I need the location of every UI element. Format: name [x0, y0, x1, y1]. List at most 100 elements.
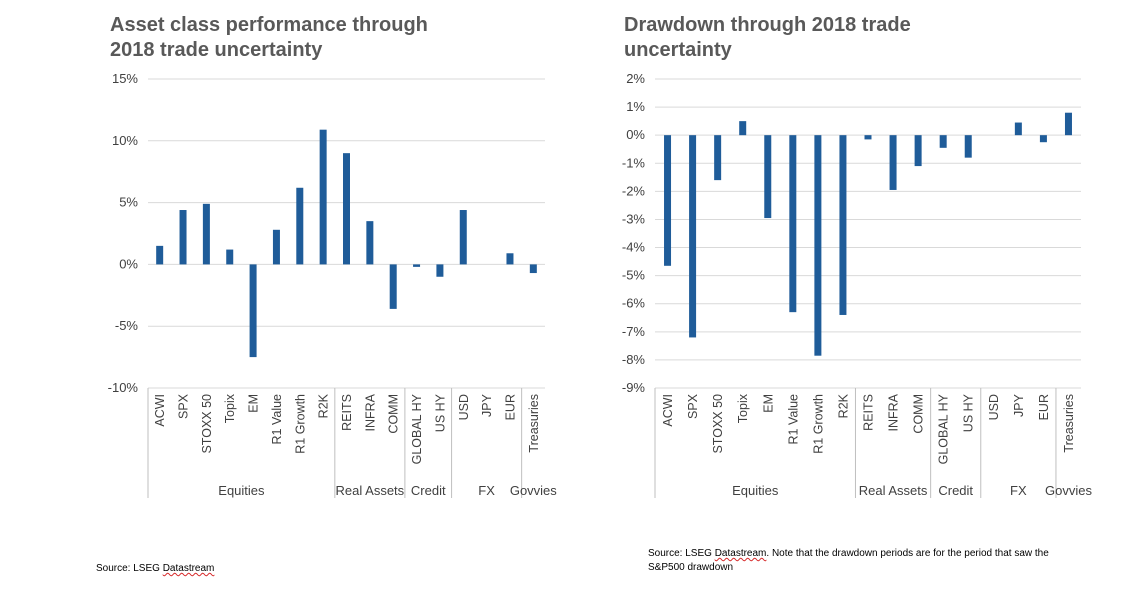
bar-reits — [864, 135, 872, 140]
bar-infra — [889, 135, 897, 190]
y-tick-label: 1% — [626, 99, 645, 114]
x-tick-label: INFRA — [363, 393, 377, 431]
y-tick-label: -10% — [108, 380, 139, 395]
group-label: Equities — [218, 483, 265, 498]
x-tick-label: EUR — [503, 394, 517, 420]
bar-spx — [179, 210, 187, 265]
bar-eur — [506, 253, 514, 265]
y-tick-label: 10% — [112, 133, 138, 148]
x-tick-label: R2K — [317, 393, 331, 418]
group-label: FX — [1010, 483, 1027, 498]
y-tick-label: -4% — [622, 240, 646, 255]
source-note-text: . Note that the drawdown periods are for… — [648, 548, 1049, 573]
x-tick-label: ACWI — [661, 394, 675, 427]
x-tick-label: JPY — [480, 393, 494, 417]
chart-title-right: Drawdown through 2018 trade uncertainty — [624, 14, 911, 61]
bar-acwi — [664, 135, 672, 266]
group-label: Govvies — [510, 483, 557, 498]
bar-stoxx-50 — [202, 203, 210, 265]
bar-comm — [389, 264, 397, 309]
x-tick-label: COMM — [387, 394, 401, 434]
x-tick-label: EM — [247, 394, 261, 413]
y-tick-label: 0% — [626, 127, 645, 142]
bar-treasuries — [1064, 112, 1072, 136]
x-tick-label: STOXX 50 — [200, 394, 214, 454]
bar-stoxx-50 — [714, 135, 722, 181]
bar-us-hy — [436, 264, 444, 277]
x-tick-label: GLOBAL HY — [410, 393, 424, 464]
bar-r1-value — [789, 135, 797, 313]
chart-title-left: Asset class performance through 2018 tra… — [110, 14, 428, 61]
y-tick-label: -1% — [622, 155, 646, 170]
x-tick-label: Topix — [223, 393, 237, 423]
x-tick-label: US HY — [962, 393, 976, 432]
bar-topix — [739, 121, 747, 136]
x-tick-label: REITS — [340, 394, 354, 431]
x-tick-label: ACWI — [153, 394, 167, 427]
x-tick-label: R1 Growth — [811, 394, 825, 454]
bar-r1-value — [272, 229, 280, 265]
x-tick-label: R1 Value — [270, 394, 284, 445]
source-datastream: Datastream — [162, 563, 215, 574]
source-note-right: Source: LSEG Datastream. Note that the d… — [648, 547, 1068, 575]
bar-global-hy — [939, 135, 947, 148]
x-tick-label: GLOBAL HY — [937, 393, 951, 464]
y-tick-label: -5% — [622, 268, 646, 283]
x-tick-label: REITS — [862, 394, 876, 431]
x-tick-label: STOXX 50 — [711, 394, 725, 454]
y-tick-label: -3% — [622, 211, 646, 226]
group-label: Real Assets — [859, 483, 928, 498]
bar-eur — [1039, 135, 1047, 143]
bar-comm — [914, 135, 922, 167]
group-label: Credit — [938, 483, 973, 498]
x-tick-label: R1 Value — [786, 394, 800, 445]
y-tick-label: 0% — [119, 256, 138, 271]
bar-treasuries — [529, 264, 537, 274]
y-tick-label: 5% — [119, 195, 138, 210]
bar-global-hy — [413, 264, 421, 267]
x-tick-label: JPY — [1012, 393, 1026, 417]
x-tick-label: EUR — [1037, 394, 1051, 420]
y-tick-label: 15% — [112, 71, 138, 86]
source-prefix: Source: LSEG — [648, 548, 715, 559]
x-tick-label: USD — [457, 394, 471, 420]
bar-us-hy — [964, 135, 972, 158]
group-label: Credit — [411, 483, 446, 498]
bar-r2k — [839, 135, 847, 315]
bar-usd — [459, 210, 467, 265]
x-tick-label: EM — [761, 394, 775, 413]
y-tick-label: -6% — [622, 296, 646, 311]
bar-acwi — [156, 245, 164, 265]
bar-r1-growth — [296, 187, 304, 265]
x-tick-label: Treasuries — [527, 394, 541, 453]
x-tick-label: COMM — [912, 394, 926, 434]
y-tick-label: -7% — [622, 324, 646, 339]
source-prefix: Source: LSEG — [96, 563, 163, 574]
y-tick-label: -8% — [622, 352, 646, 367]
x-tick-label: USD — [987, 394, 1001, 420]
x-tick-label: SPX — [686, 393, 700, 419]
source-note-left: Source: LSEG Datastream — [96, 562, 214, 576]
source-datastream: Datastream — [714, 548, 767, 559]
bar-jpy — [1014, 122, 1022, 136]
x-tick-label: R2K — [836, 393, 850, 418]
bar-topix — [226, 249, 234, 265]
group-label: Real Assets — [336, 483, 405, 498]
bar-reits — [343, 153, 350, 265]
group-label: Equities — [732, 483, 779, 498]
group-label: Govvies — [1045, 483, 1092, 498]
x-tick-label: INFRA — [887, 393, 901, 431]
bar-em — [249, 264, 257, 358]
x-tick-label: SPX — [177, 393, 191, 419]
y-tick-label: -2% — [622, 183, 646, 198]
x-tick-label: US HY — [433, 393, 447, 432]
performance-bar-chart: -10% -5% 0% 5% 10% 15% Equities Real Assets Cred… — [108, 71, 557, 498]
bar-infra — [366, 221, 374, 265]
bar-r1-growth — [814, 135, 822, 356]
group-label: FX — [478, 483, 495, 498]
bar-r2k — [319, 129, 327, 265]
x-tick-label: R1 Growth — [293, 394, 307, 454]
x-tick-label: Topix — [736, 393, 750, 423]
y-tick-label: 2% — [626, 71, 645, 86]
